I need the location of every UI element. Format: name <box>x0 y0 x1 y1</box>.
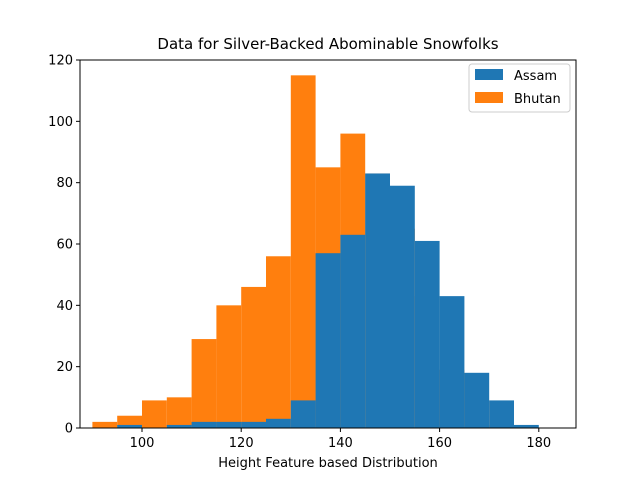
y-axis: 0 20 40 60 80 100 120 <box>48 54 80 437</box>
y-tick-label: 60 <box>56 238 73 253</box>
bar-bhutan-5 <box>216 305 242 428</box>
bar-assam-11 <box>390 185 415 428</box>
bar-assam-0 <box>117 424 142 428</box>
x-tick-label: 140 <box>328 436 353 451</box>
bar-bhutan-0 <box>92 421 118 428</box>
bar-assam-10 <box>365 173 390 428</box>
bar-assam-12 <box>414 240 440 428</box>
chart-title: Data for Silver-Backed Abominable Snowfo… <box>157 35 498 53</box>
x-axis-label: Height Feature based Distribution <box>218 456 438 471</box>
bar-assam-6 <box>266 418 291 428</box>
bar-bhutan-6 <box>241 286 266 428</box>
x-axis: 100 120 140 160 180 <box>130 428 551 451</box>
bar-bhutan-4 <box>191 339 217 428</box>
x-tick-label: 180 <box>526 436 551 451</box>
bar-bhutan-3 <box>166 397 192 428</box>
bar-bhutan-2 <box>142 400 167 428</box>
bar-assam-9 <box>340 234 366 428</box>
x-tick-label: 100 <box>130 436 155 451</box>
bar-assam-7 <box>290 400 316 428</box>
bar-assam-8 <box>315 253 341 428</box>
bar-assam-15 <box>489 400 514 428</box>
legend: Assam Bhutan <box>468 63 571 113</box>
legend-swatch-bhutan <box>475 92 503 103</box>
bar-assam-13 <box>439 296 465 428</box>
y-tick-label: 0 <box>65 422 73 437</box>
x-tick-label: 160 <box>427 436 452 451</box>
bar-assam-2 <box>166 424 192 428</box>
bar-assam-3 <box>191 421 217 428</box>
y-tick-label: 40 <box>56 299 73 314</box>
legend-label-assam: Assam <box>514 69 557 84</box>
bar-assam-5 <box>241 421 266 428</box>
y-tick-label: 120 <box>48 54 73 69</box>
bar-assam-4 <box>216 421 242 428</box>
legend-swatch-assam <box>475 69 503 80</box>
x-tick-label: 120 <box>229 436 254 451</box>
bar-bhutan-8 <box>290 75 316 428</box>
bar-assam-14 <box>464 372 490 428</box>
y-tick-label: 100 <box>48 115 73 130</box>
bar-assam-16 <box>514 424 539 428</box>
y-tick-label: 20 <box>56 360 73 375</box>
bars-layer <box>92 75 539 429</box>
y-tick-label: 80 <box>56 176 73 191</box>
bar-bhutan-7 <box>266 256 291 428</box>
legend-label-bhutan: Bhutan <box>514 92 561 107</box>
